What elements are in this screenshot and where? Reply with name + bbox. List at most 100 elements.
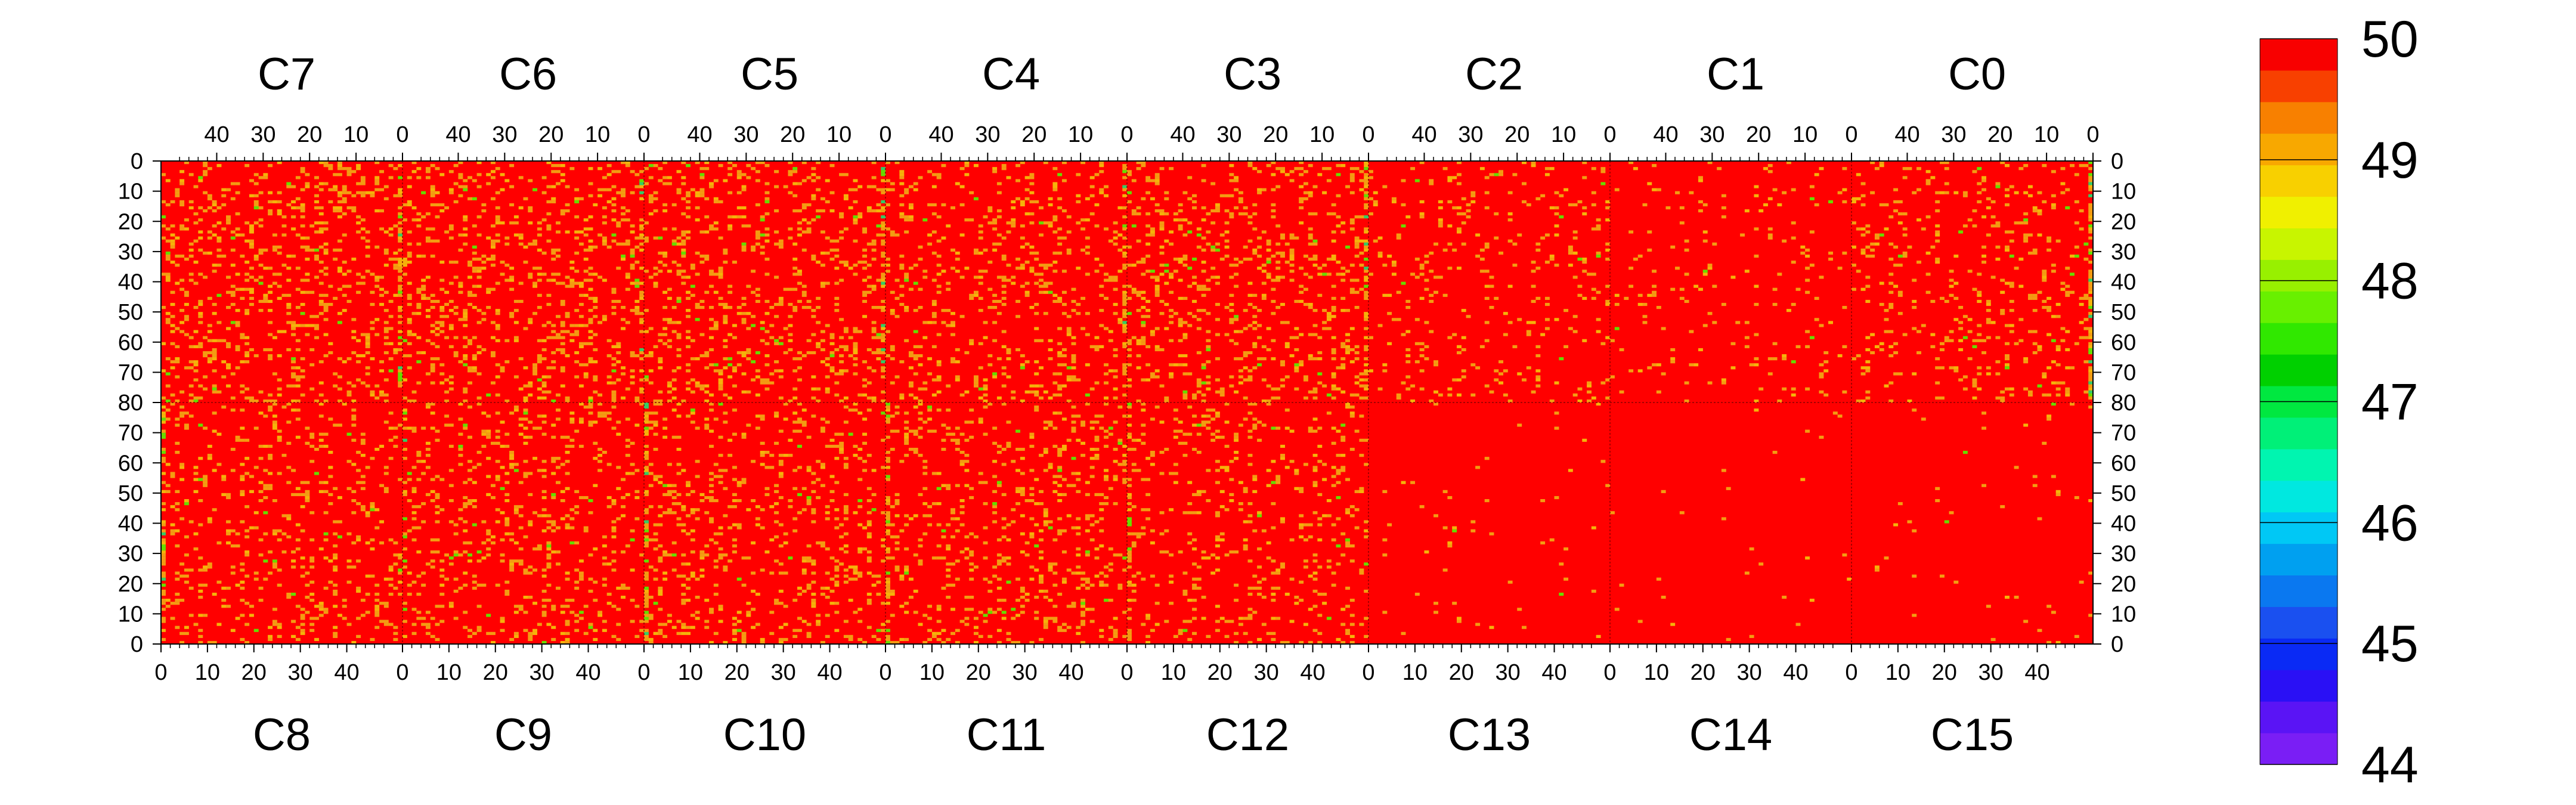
heatmap-cell [1122,372,1128,376]
heatmap-cell [1039,278,1044,282]
heatmap-cell [1809,264,1815,267]
heatmap-cell [1494,212,1499,216]
heatmap-cell [1986,366,1991,370]
heatmap-cell [886,270,890,273]
heatmap-cell [588,309,593,312]
heatmap-cell [1271,339,1276,342]
heatmap-cell [2051,381,2056,385]
heatmap-cell [383,185,389,188]
heatmap-cell [621,242,626,246]
heatmap-cell [1275,242,1281,246]
heatmap-cell [1127,339,1132,342]
heatmap-cell [1767,197,1773,200]
heatmap-cell [388,457,394,460]
heatmap-cell [866,275,872,279]
heatmap-cell [718,200,723,203]
heatmap-cell [1317,351,1323,355]
heatmap-cell [736,215,742,219]
heatmap-cell [430,538,435,541]
heatmap-cell [1962,375,1968,379]
heatmap-cell [235,233,240,237]
heatmap-cell [1605,200,1611,203]
heatmap-cell [871,396,877,400]
heatmap-cell [1257,245,1262,249]
heatmap-cell [342,197,347,200]
heatmap-cell [834,281,840,285]
heatmap-cell [365,336,370,339]
heatmap-cell [886,354,890,358]
heatmap-cell [1535,369,1541,373]
heatmap-cell [801,218,807,222]
heatmap-cell [616,360,621,364]
heatmap-cell [983,378,988,382]
heatmap-cell [398,321,403,324]
heatmap-cell [1572,236,1578,240]
heatmap-cell [370,574,375,578]
heatmap-cell [1791,387,1796,391]
heatmap-cell [1935,396,1940,400]
heatmap-cell [1048,203,1053,207]
heatmap-cell [453,351,459,355]
heatmap-cell [1280,254,1285,258]
heatmap-cell [244,278,250,282]
heatmap-cell [1470,363,1476,367]
heatmap-cell [1563,345,1569,348]
heatmap-cell [1052,270,1058,273]
heatmap-cell [2018,167,2024,171]
heatmap-cell [1201,218,1206,222]
heatmap-cell [1749,363,1754,367]
heatmap-cell [402,565,407,569]
heatmap-cell [1531,321,1536,324]
heatmap-cell [2065,348,2070,352]
heatmap-cell [528,381,533,385]
heatmap-cell [1229,212,1234,216]
heatmap-cell [263,532,268,535]
heatmap-cell [1582,258,1587,261]
heatmap-cell [337,248,342,252]
heatmap-cell [1484,270,1490,273]
heatmap-cell [1373,239,1378,243]
heatmap-cell [634,309,640,312]
heatmap-cell [1039,290,1044,294]
heatmap-cell [416,460,422,463]
heatmap-cell [1034,393,1039,397]
heatmap-cell [1029,191,1035,194]
heatmap-cell [370,321,375,324]
heatmap-cell [1308,357,1313,361]
heatmap-cell [866,366,872,370]
heatmap-cell [360,599,366,602]
heatmap-cell [170,239,175,243]
heatmap-cell [393,586,398,590]
heatmap-cell [1977,182,1982,185]
heatmap-cell [184,161,189,165]
heatmap-cell [686,336,691,339]
heatmap-cell [230,236,236,240]
heatmap-cell [611,390,617,394]
heatmap-cell [764,182,770,185]
heatmap-cell [318,302,324,306]
heatmap-cell [881,227,886,231]
heatmap-cell [1902,251,1908,255]
heatmap-cell [639,248,645,252]
heatmap-cell [816,321,821,324]
heatmap-cell [1354,278,1360,282]
heatmap-cell [360,438,366,442]
heatmap-cell [1066,375,1072,379]
heatmap-cell [1754,227,1759,231]
heatmap-cell [904,215,909,219]
heatmap-cell [165,273,171,276]
heatmap-cell [1600,182,1606,185]
heatmap-cell [639,293,645,297]
heatmap-cell [778,296,784,300]
heatmap-cell [829,239,835,243]
heatmap-cell [569,278,575,282]
heatmap-cell [356,469,361,472]
heatmap-cell [495,215,500,219]
heatmap-cell [356,502,361,506]
heatmap-cell [1099,161,1104,165]
heatmap-cell [918,387,923,391]
heatmap-cell [746,164,751,168]
heatmap-cell [648,275,654,279]
heatmap-cell [216,580,222,584]
heatmap-cell [648,354,654,358]
